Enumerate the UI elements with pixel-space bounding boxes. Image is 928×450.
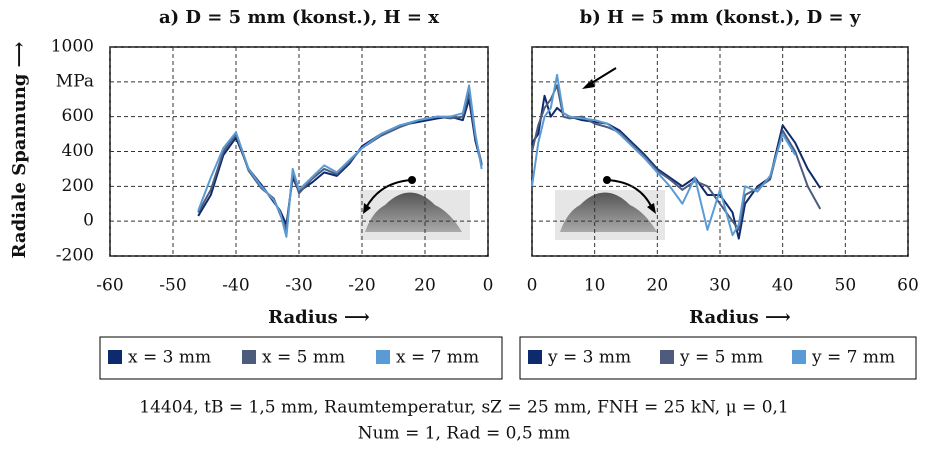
series-line	[197, 84, 483, 238]
series-line	[531, 94, 822, 240]
callout-arrow	[582, 67, 617, 89]
footer-line: 14404, tB = 1,5 mm, Raumtemperatur, sZ =…	[139, 398, 789, 418]
y-tick-label: MPa	[56, 71, 94, 91]
legend-swatch	[376, 350, 390, 364]
legend-swatch	[792, 350, 806, 364]
chart-title: b) H = 5 mm (konst.), D = y	[580, 7, 861, 28]
legend-box	[99, 336, 503, 380]
legend-swatch	[528, 350, 542, 364]
x-tick-label: 40	[772, 276, 794, 296]
legend-swatch	[108, 350, 122, 364]
panel: 0 10 20 30 40 50 60 b) H = 5 mm (konst.), D = y…	[519, 7, 919, 380]
x-tick-label: -20	[348, 276, 375, 296]
x-tick-label: 60	[897, 276, 919, 296]
y-tick-label: 0	[83, 211, 94, 231]
legend-swatch	[660, 350, 674, 364]
legend-label: y = 5 mm	[679, 348, 763, 368]
x-tick-label: 20	[414, 276, 436, 296]
legend-swatch	[242, 350, 256, 364]
x-axis-label: Radius ⟶	[689, 307, 791, 328]
inset-left	[360, 176, 470, 240]
x-tick-label: -40	[222, 276, 249, 296]
y-tick-label: 400	[62, 141, 94, 161]
series-line	[531, 73, 797, 237]
y-axis-label: Radiale Spannung ⟶	[9, 41, 30, 258]
x-tick-label: -50	[159, 276, 186, 296]
x-tick-label: 30	[709, 276, 731, 296]
x-tick-label: 20	[647, 276, 669, 296]
legend-label: x = 5 mm	[262, 348, 345, 368]
x-tick-label: 0	[527, 276, 538, 296]
x-tick-label: 50	[835, 276, 857, 296]
chart-title: a) D = 5 mm (konst.), H = x	[159, 7, 439, 28]
legend-label: x = 3 mm	[128, 348, 211, 368]
x-tick-label: -60	[96, 276, 123, 296]
legend-label: x = 7 mm	[396, 348, 479, 368]
y-tick-label: 1000	[51, 37, 94, 57]
x-tick-label: 0	[483, 276, 494, 296]
inset-right	[555, 176, 665, 240]
x-tick-label: -30	[285, 276, 312, 296]
series-line	[197, 91, 483, 231]
legend-label: y = 3 mm	[547, 348, 631, 368]
legend-box	[519, 336, 917, 380]
y-tick-label: 200	[62, 176, 94, 196]
y-tick-label: -200	[56, 246, 94, 266]
x-axis-label: Radius ⟶	[268, 307, 370, 328]
y-tick-label: 600	[62, 106, 94, 126]
x-tick-label: 10	[584, 276, 606, 296]
footer-line: Num = 1, Rad = 0,5 mm	[358, 424, 571, 444]
legend-label: y = 7 mm	[811, 348, 895, 368]
